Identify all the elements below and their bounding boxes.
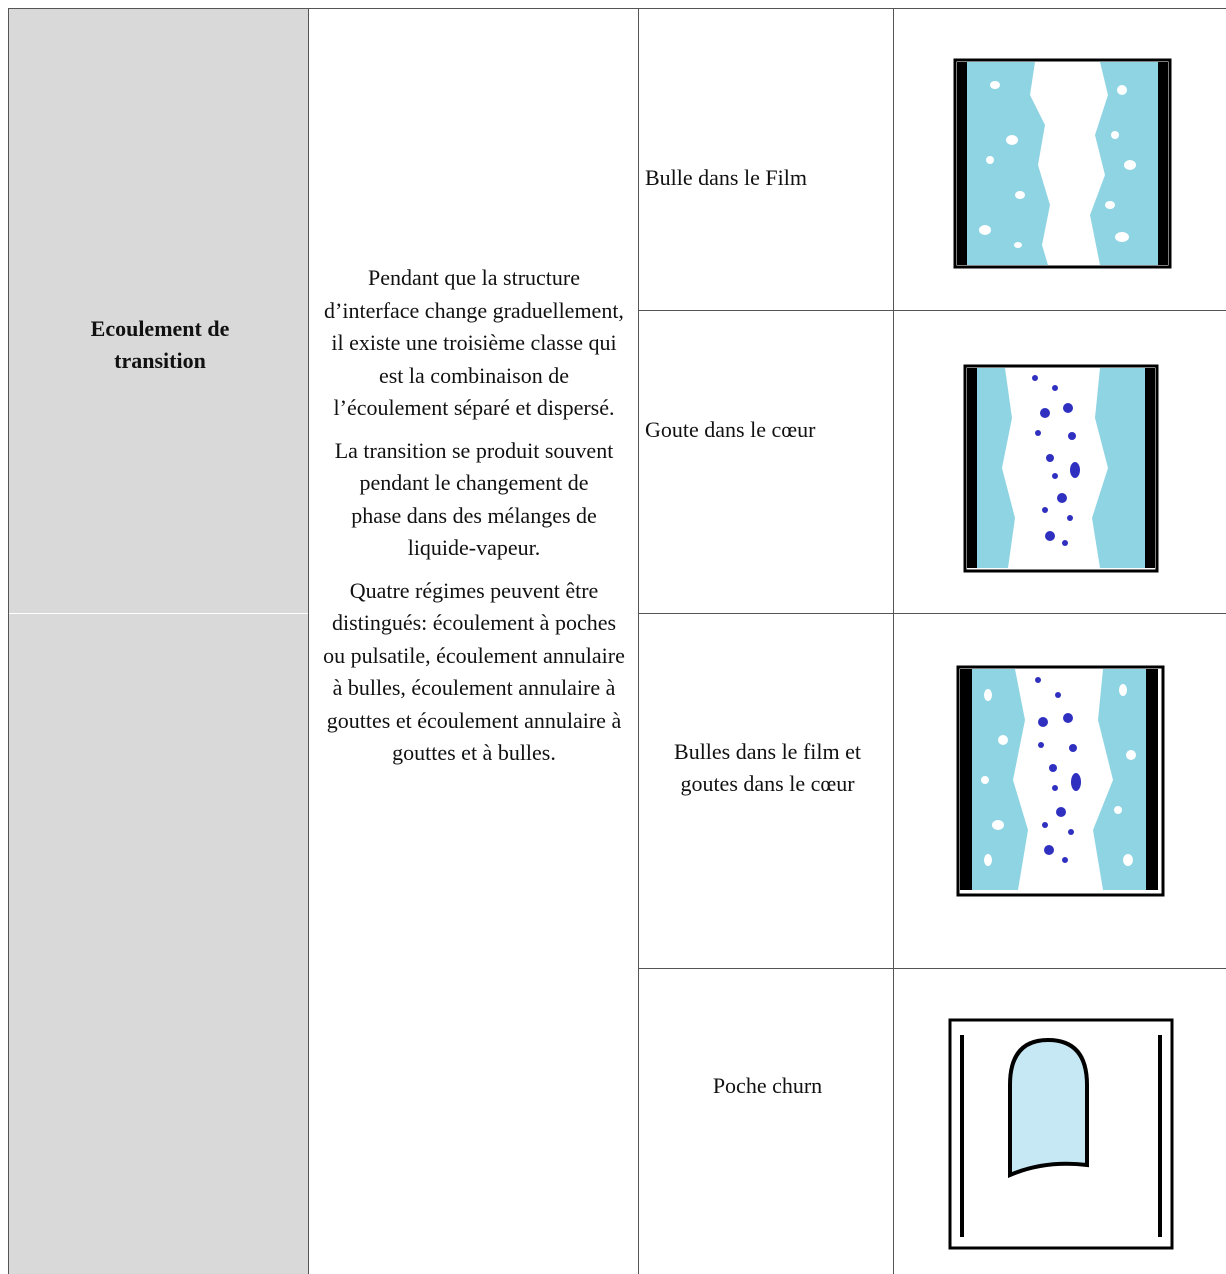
border [638,8,639,1274]
illustration [948,1018,1174,1250]
border [308,8,309,1274]
row-label: Poche churn [712,1073,823,1098]
description: Pendant que la structure d’interface cha… [322,262,626,770]
border [638,310,1226,311]
gray-bottom [8,614,308,1274]
gray-top [8,8,308,613]
row-label: Bulle dans le Film [645,165,807,190]
border [8,8,9,1274]
border [8,8,1226,9]
paragraph: Quatre régimes peuvent être distingués: … [323,577,625,766]
border [638,613,1226,614]
illustration [953,58,1172,269]
category: Ecoulement de transition [90,316,230,373]
paragraph: Pendant que la structure d’interface cha… [324,265,624,420]
paragraph: La transition se produit souvent pendant… [334,437,614,561]
illustration [963,364,1159,573]
row-label: Bulles dans le film et goutes dans le cœ… [674,739,861,796]
border [893,8,894,1274]
border [638,968,1226,969]
row-label: Goute dans le cœur [645,417,816,442]
illustration [956,665,1165,897]
